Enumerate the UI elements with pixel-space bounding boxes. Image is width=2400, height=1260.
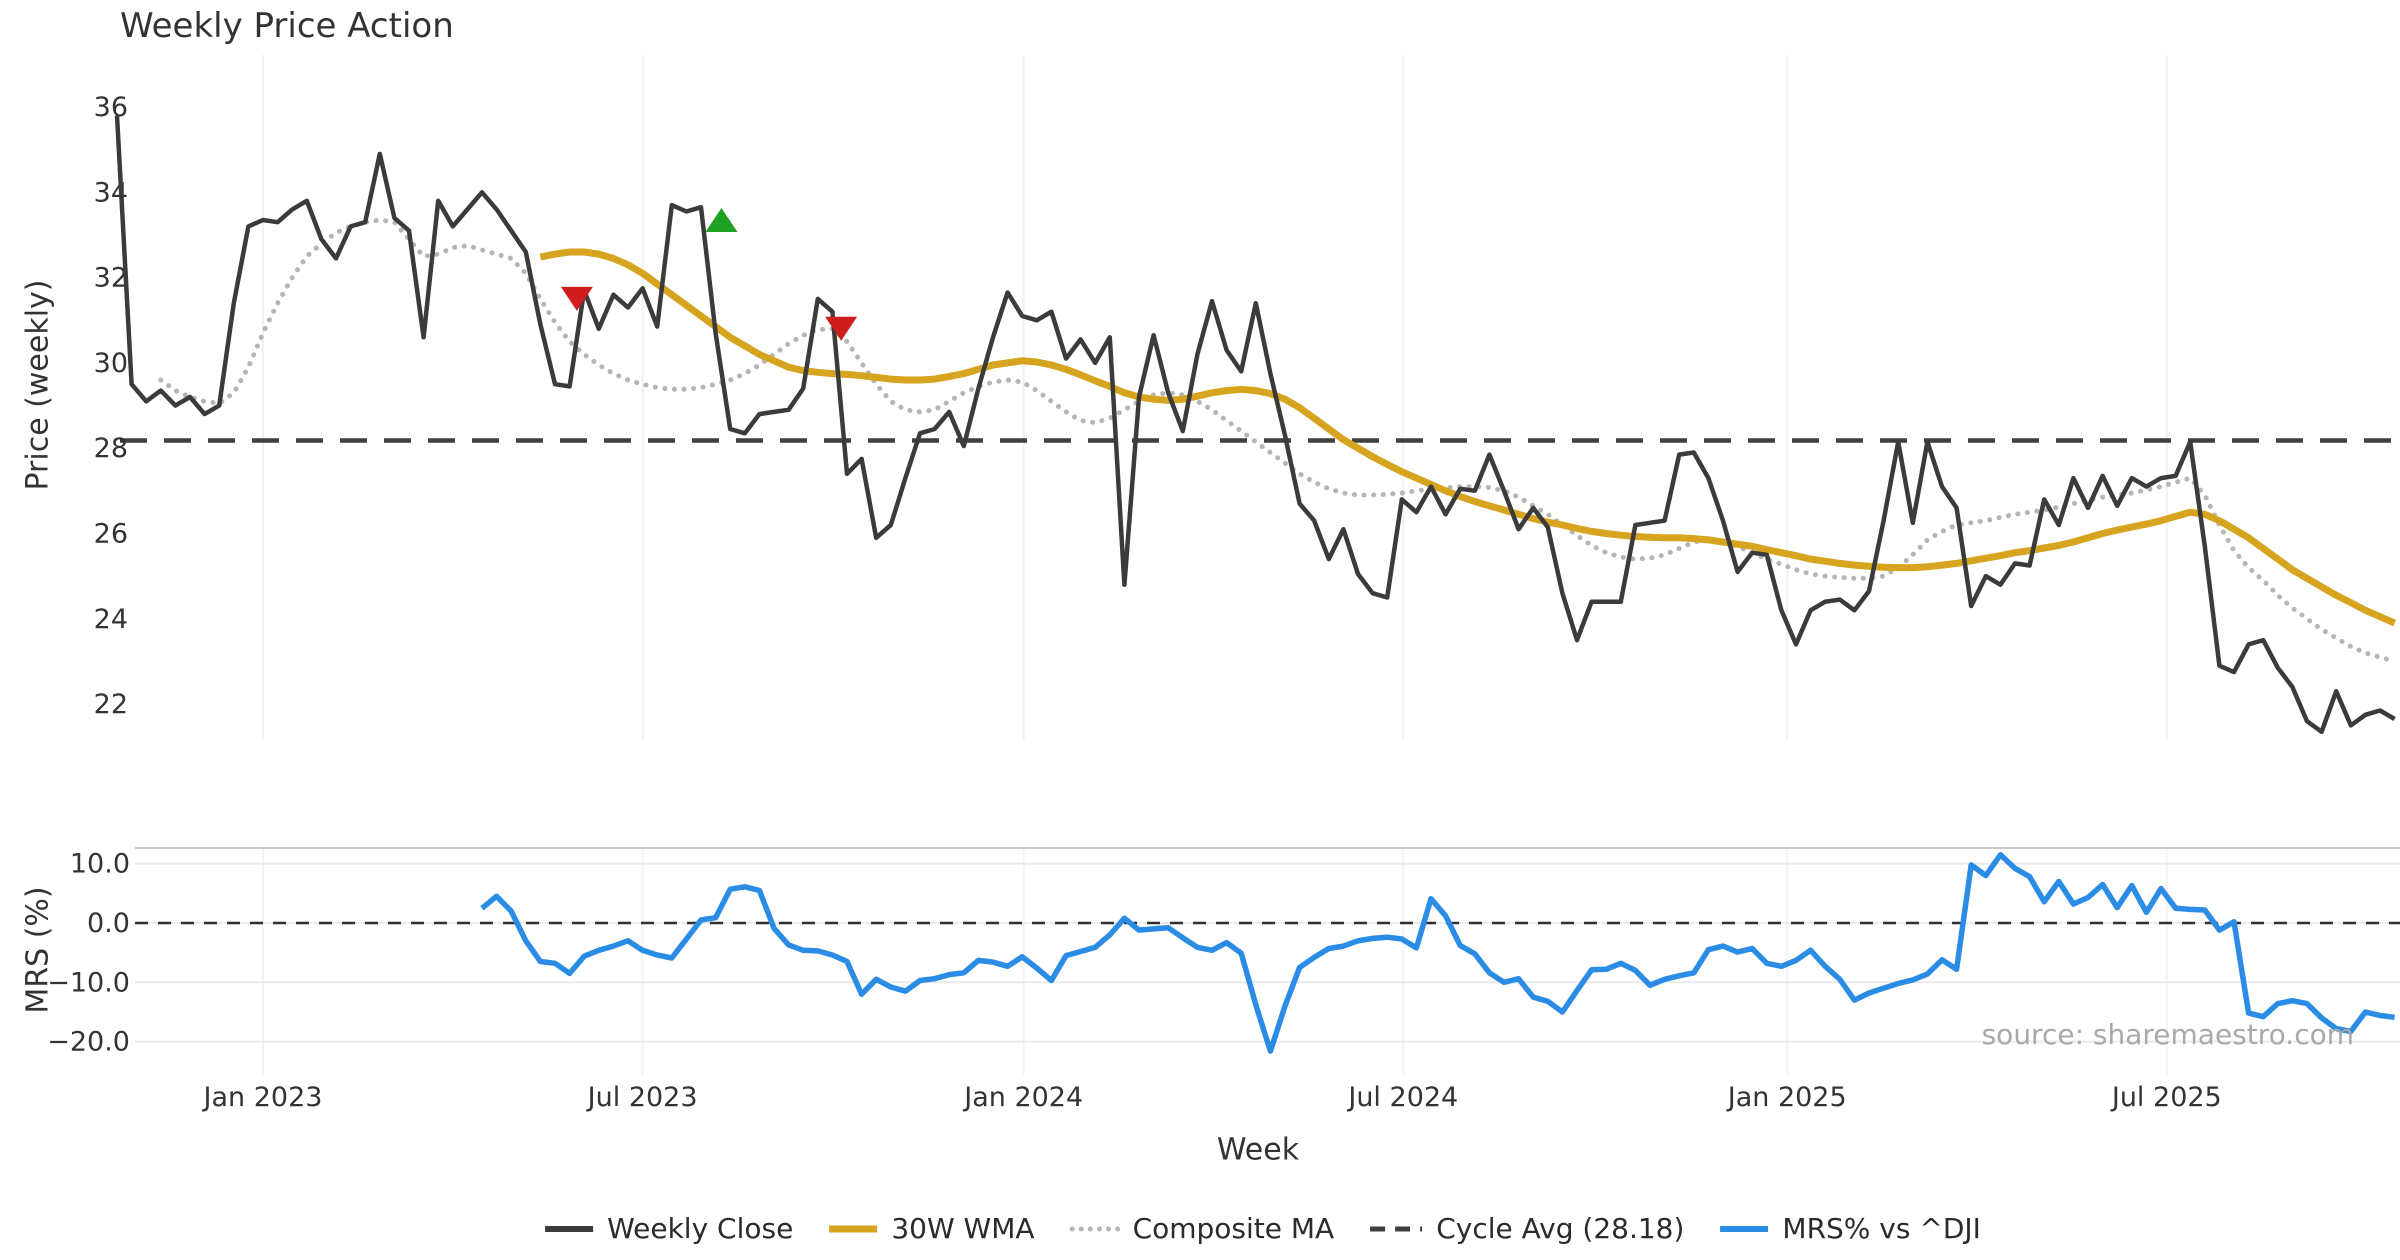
cycle-avg-swatch-icon — [1370, 1226, 1423, 1231]
x-tick-label: Jul 2023 — [586, 1082, 698, 1113]
legend-item-mrs: MRS% vs ^DJI — [1718, 1212, 1981, 1245]
week-axis-label: Week — [1216, 1132, 1300, 1168]
mrs-y-tick-label: 0.0 — [87, 908, 130, 939]
price-y-tick-label: 22 — [94, 689, 128, 720]
legend-item-weekly-close: Weekly Close — [543, 1212, 793, 1245]
mrs-y-tick-label: −20.0 — [47, 1027, 130, 1058]
legend-label: Weekly Close — [607, 1212, 794, 1245]
price-y-tick-label: 28 — [94, 433, 128, 464]
x-tick-label: Jul 2025 — [2110, 1082, 2222, 1113]
source-note: source: sharemaestro.com — [1981, 1018, 2354, 1051]
composite-swatch-icon — [1070, 1226, 1121, 1231]
legend-item-cycle-avg: Cycle Avg (28.18) — [1368, 1212, 1684, 1245]
mrs-y-tick-label: −10.0 — [47, 967, 130, 998]
x-tick-label: Jul 2024 — [1346, 1082, 1458, 1113]
mrs-line — [480, 852, 2395, 1054]
mrs-y-tick-label: 10.0 — [70, 849, 130, 880]
legend-label: Composite MA — [1132, 1212, 1335, 1245]
weekly-close-line — [114, 115, 2396, 735]
price-y-tick-label: 26 — [94, 519, 128, 550]
price-y-tick-label: 36 — [94, 92, 128, 123]
mrs-axis-label: MRS (%) — [20, 886, 56, 1014]
legend-label: Cycle Avg (28.18) — [1436, 1212, 1685, 1245]
legend-item-composite-ma: Composite MA — [1069, 1212, 1335, 1245]
price-y-tick-label: 30 — [94, 348, 128, 379]
x-tick-label: Jan 2025 — [1726, 1082, 1847, 1113]
chart-title: Weekly Price Action — [120, 6, 454, 46]
wma-30w-line — [539, 248, 2397, 627]
buy-signal-marker-icon — [705, 208, 738, 233]
legend-label: MRS% vs ^DJI — [1782, 1212, 1981, 1245]
weekly-close-swatch-icon — [545, 1225, 594, 1232]
mrs-swatch-icon — [1720, 1225, 1769, 1232]
price-y-tick-label: 24 — [94, 604, 128, 635]
chart-legend: Weekly Close 30W WMA Composite MA Cycle … — [543, 1212, 1981, 1245]
legend-label: 30W WMA — [891, 1212, 1035, 1245]
x-tick-label: Jan 2024 — [962, 1082, 1083, 1113]
sell-signal-marker-icon — [825, 316, 858, 341]
price-axis-label: Price (weekly) — [20, 279, 56, 491]
x-tick-label: Jan 2023 — [202, 1082, 323, 1113]
legend-item-30w-wma: 30W WMA — [827, 1212, 1035, 1245]
wma-swatch-icon — [829, 1225, 878, 1232]
sell-signal-marker-icon — [560, 286, 593, 311]
price-y-tick-label: 32 — [94, 263, 128, 294]
